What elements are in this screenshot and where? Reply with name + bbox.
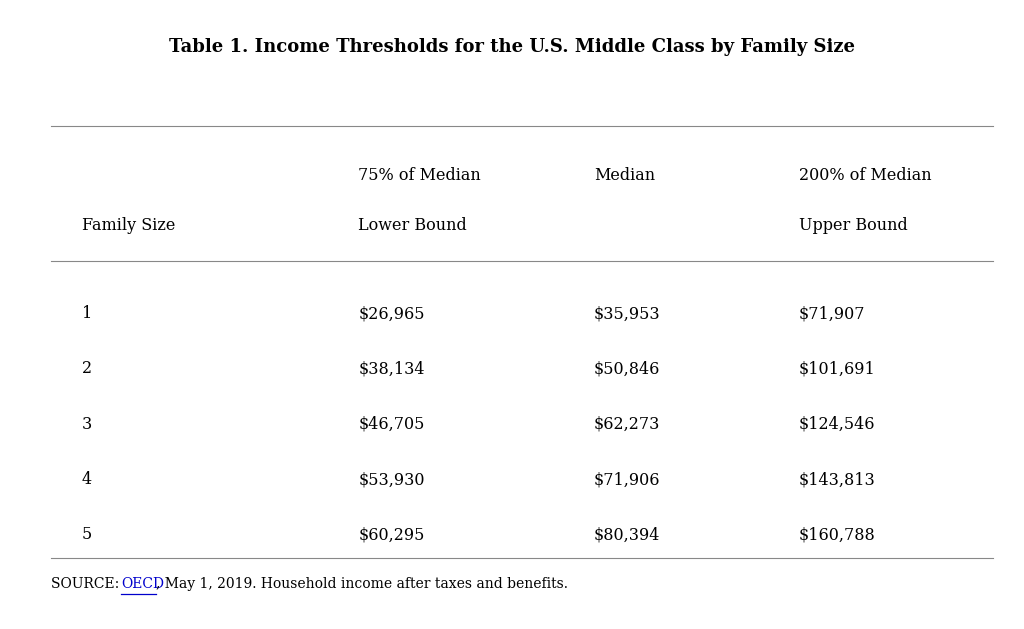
Text: $143,813: $143,813: [799, 471, 876, 488]
Text: 3: 3: [82, 416, 92, 433]
Text: $101,691: $101,691: [799, 360, 876, 377]
Text: $80,394: $80,394: [594, 526, 660, 543]
Text: Family Size: Family Size: [82, 217, 175, 234]
Text: Median: Median: [594, 167, 655, 184]
Text: 4: 4: [82, 471, 92, 488]
Text: $71,906: $71,906: [594, 471, 660, 488]
Text: Table 1. Income Thresholds for the U.S. Middle Class by Family Size: Table 1. Income Thresholds for the U.S. …: [169, 38, 855, 56]
Text: SOURCE:: SOURCE:: [51, 577, 124, 591]
Text: 200% of Median: 200% of Median: [799, 167, 932, 184]
Text: $50,846: $50,846: [594, 360, 660, 377]
Text: 2: 2: [82, 360, 92, 377]
Text: $71,907: $71,907: [799, 305, 865, 322]
Text: Lower Bound: Lower Bound: [358, 217, 467, 234]
Text: $35,953: $35,953: [594, 305, 660, 322]
Text: 1: 1: [82, 305, 92, 322]
Text: $46,705: $46,705: [358, 416, 425, 433]
Text: 5: 5: [82, 526, 92, 543]
Text: OECD: OECD: [121, 577, 164, 591]
Text: Upper Bound: Upper Bound: [799, 217, 907, 234]
Text: $60,295: $60,295: [358, 526, 425, 543]
Text: $62,273: $62,273: [594, 416, 660, 433]
Text: $26,965: $26,965: [358, 305, 425, 322]
Text: $124,546: $124,546: [799, 416, 876, 433]
Text: , May 1, 2019. Household income after taxes and benefits.: , May 1, 2019. Household income after ta…: [156, 577, 567, 591]
Text: 75% of Median: 75% of Median: [358, 167, 481, 184]
Text: $38,134: $38,134: [358, 360, 425, 377]
Text: $160,788: $160,788: [799, 526, 876, 543]
Text: $53,930: $53,930: [358, 471, 425, 488]
